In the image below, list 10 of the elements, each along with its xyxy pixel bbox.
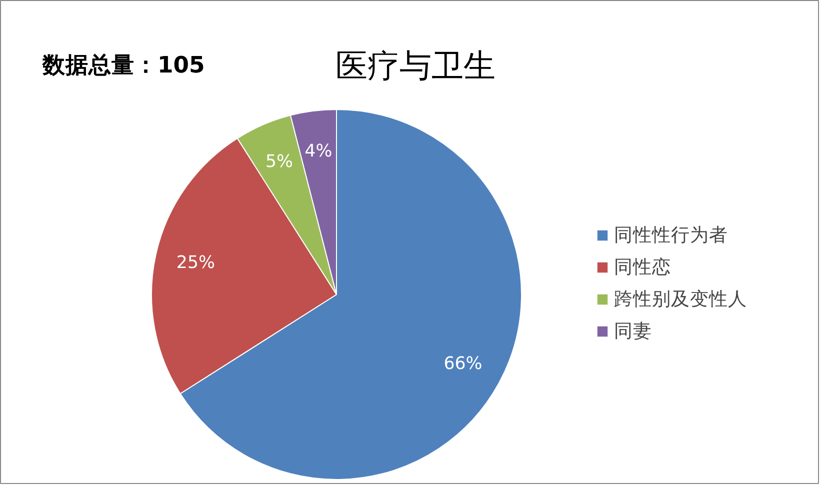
- data-label: 4%: [304, 141, 332, 162]
- legend-label: 跨性别及变性人: [614, 288, 747, 312]
- data-label: 66%: [444, 354, 482, 374]
- chart-title: 医疗与卫生: [336, 46, 496, 84]
- text: 数据总量：105: [42, 52, 205, 78]
- data-label: 25%: [176, 253, 215, 274]
- legend-label: 同妻: [614, 320, 652, 344]
- data-label: 5%: [265, 152, 293, 172]
- legend-label: 同性性行为者: [614, 224, 728, 248]
- legend-label: 同性恋: [614, 256, 671, 280]
